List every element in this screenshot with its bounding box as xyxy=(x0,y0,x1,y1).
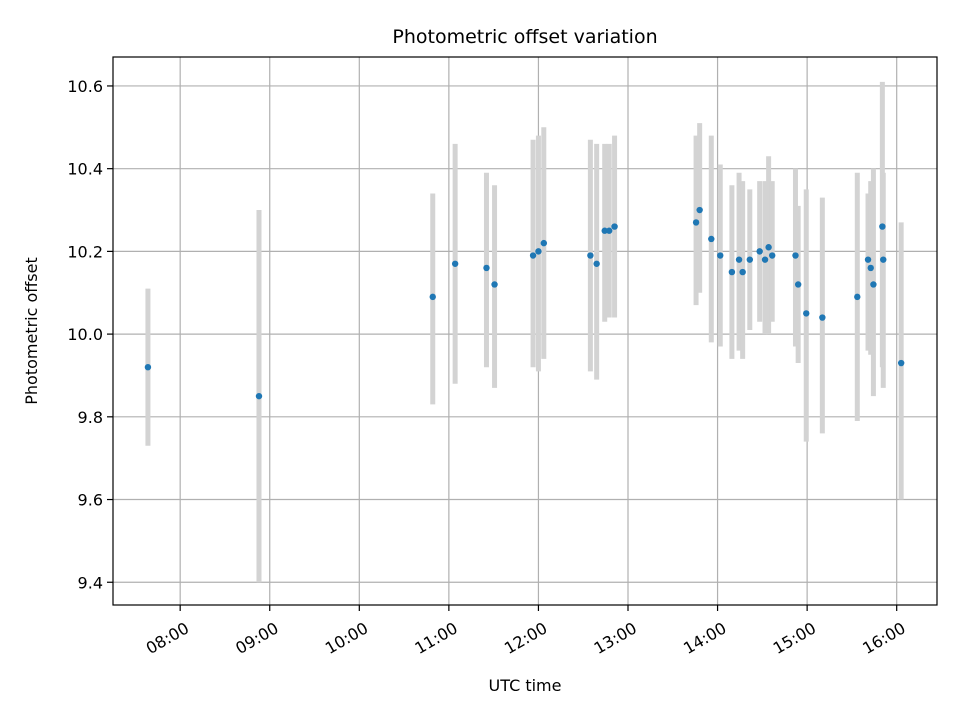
y-tick-label: 10.4 xyxy=(67,160,103,179)
data-point xyxy=(735,256,743,263)
data-point xyxy=(540,239,548,247)
data-point xyxy=(255,392,263,400)
data-point xyxy=(491,281,498,288)
data-point xyxy=(854,293,861,301)
data-point xyxy=(451,260,459,267)
y-tick-label: 10.2 xyxy=(67,242,103,261)
data-point xyxy=(879,223,886,230)
y-tick-label: 9.6 xyxy=(78,491,103,510)
data-point xyxy=(880,256,887,263)
data-point xyxy=(739,268,746,276)
y-tick-label: 9.4 xyxy=(78,573,103,592)
data-point xyxy=(708,235,715,243)
data-point xyxy=(765,244,772,251)
data-point xyxy=(587,252,594,259)
data-point xyxy=(535,248,542,255)
data-point xyxy=(746,256,754,263)
y-tick-label: 9.8 xyxy=(78,408,103,427)
data-point xyxy=(429,293,436,301)
data-point xyxy=(803,310,810,317)
data-point xyxy=(601,227,608,234)
data-point xyxy=(605,227,613,234)
x-axis-title: UTC time xyxy=(489,676,562,695)
chart-title: Photometric offset variation xyxy=(392,26,657,48)
plot-frame xyxy=(112,56,938,606)
data-point xyxy=(761,256,769,263)
data-points xyxy=(144,206,905,400)
data-point xyxy=(864,256,872,263)
data-point xyxy=(794,281,802,288)
data-point xyxy=(769,252,776,259)
y-tick-label: 10.0 xyxy=(67,325,103,344)
data-point xyxy=(696,206,703,214)
data-point xyxy=(692,219,700,226)
data-point xyxy=(756,248,763,255)
data-point xyxy=(728,268,736,276)
data-point xyxy=(870,281,877,288)
data-point xyxy=(897,359,905,367)
data-point xyxy=(144,363,152,371)
data-point xyxy=(611,223,618,230)
y-axis-title: Photometric offset xyxy=(22,257,41,405)
y-tick-label: 10.6 xyxy=(67,77,103,96)
data-point xyxy=(717,252,724,259)
data-point xyxy=(792,252,799,259)
data-point xyxy=(483,264,490,272)
y-axis: 9.4 9.6 9.8 10.0 10.2 10.4 10.6 xyxy=(67,77,113,592)
data-point xyxy=(529,252,537,259)
data-point xyxy=(819,314,826,321)
data-point xyxy=(867,264,874,272)
data-point xyxy=(593,260,600,267)
